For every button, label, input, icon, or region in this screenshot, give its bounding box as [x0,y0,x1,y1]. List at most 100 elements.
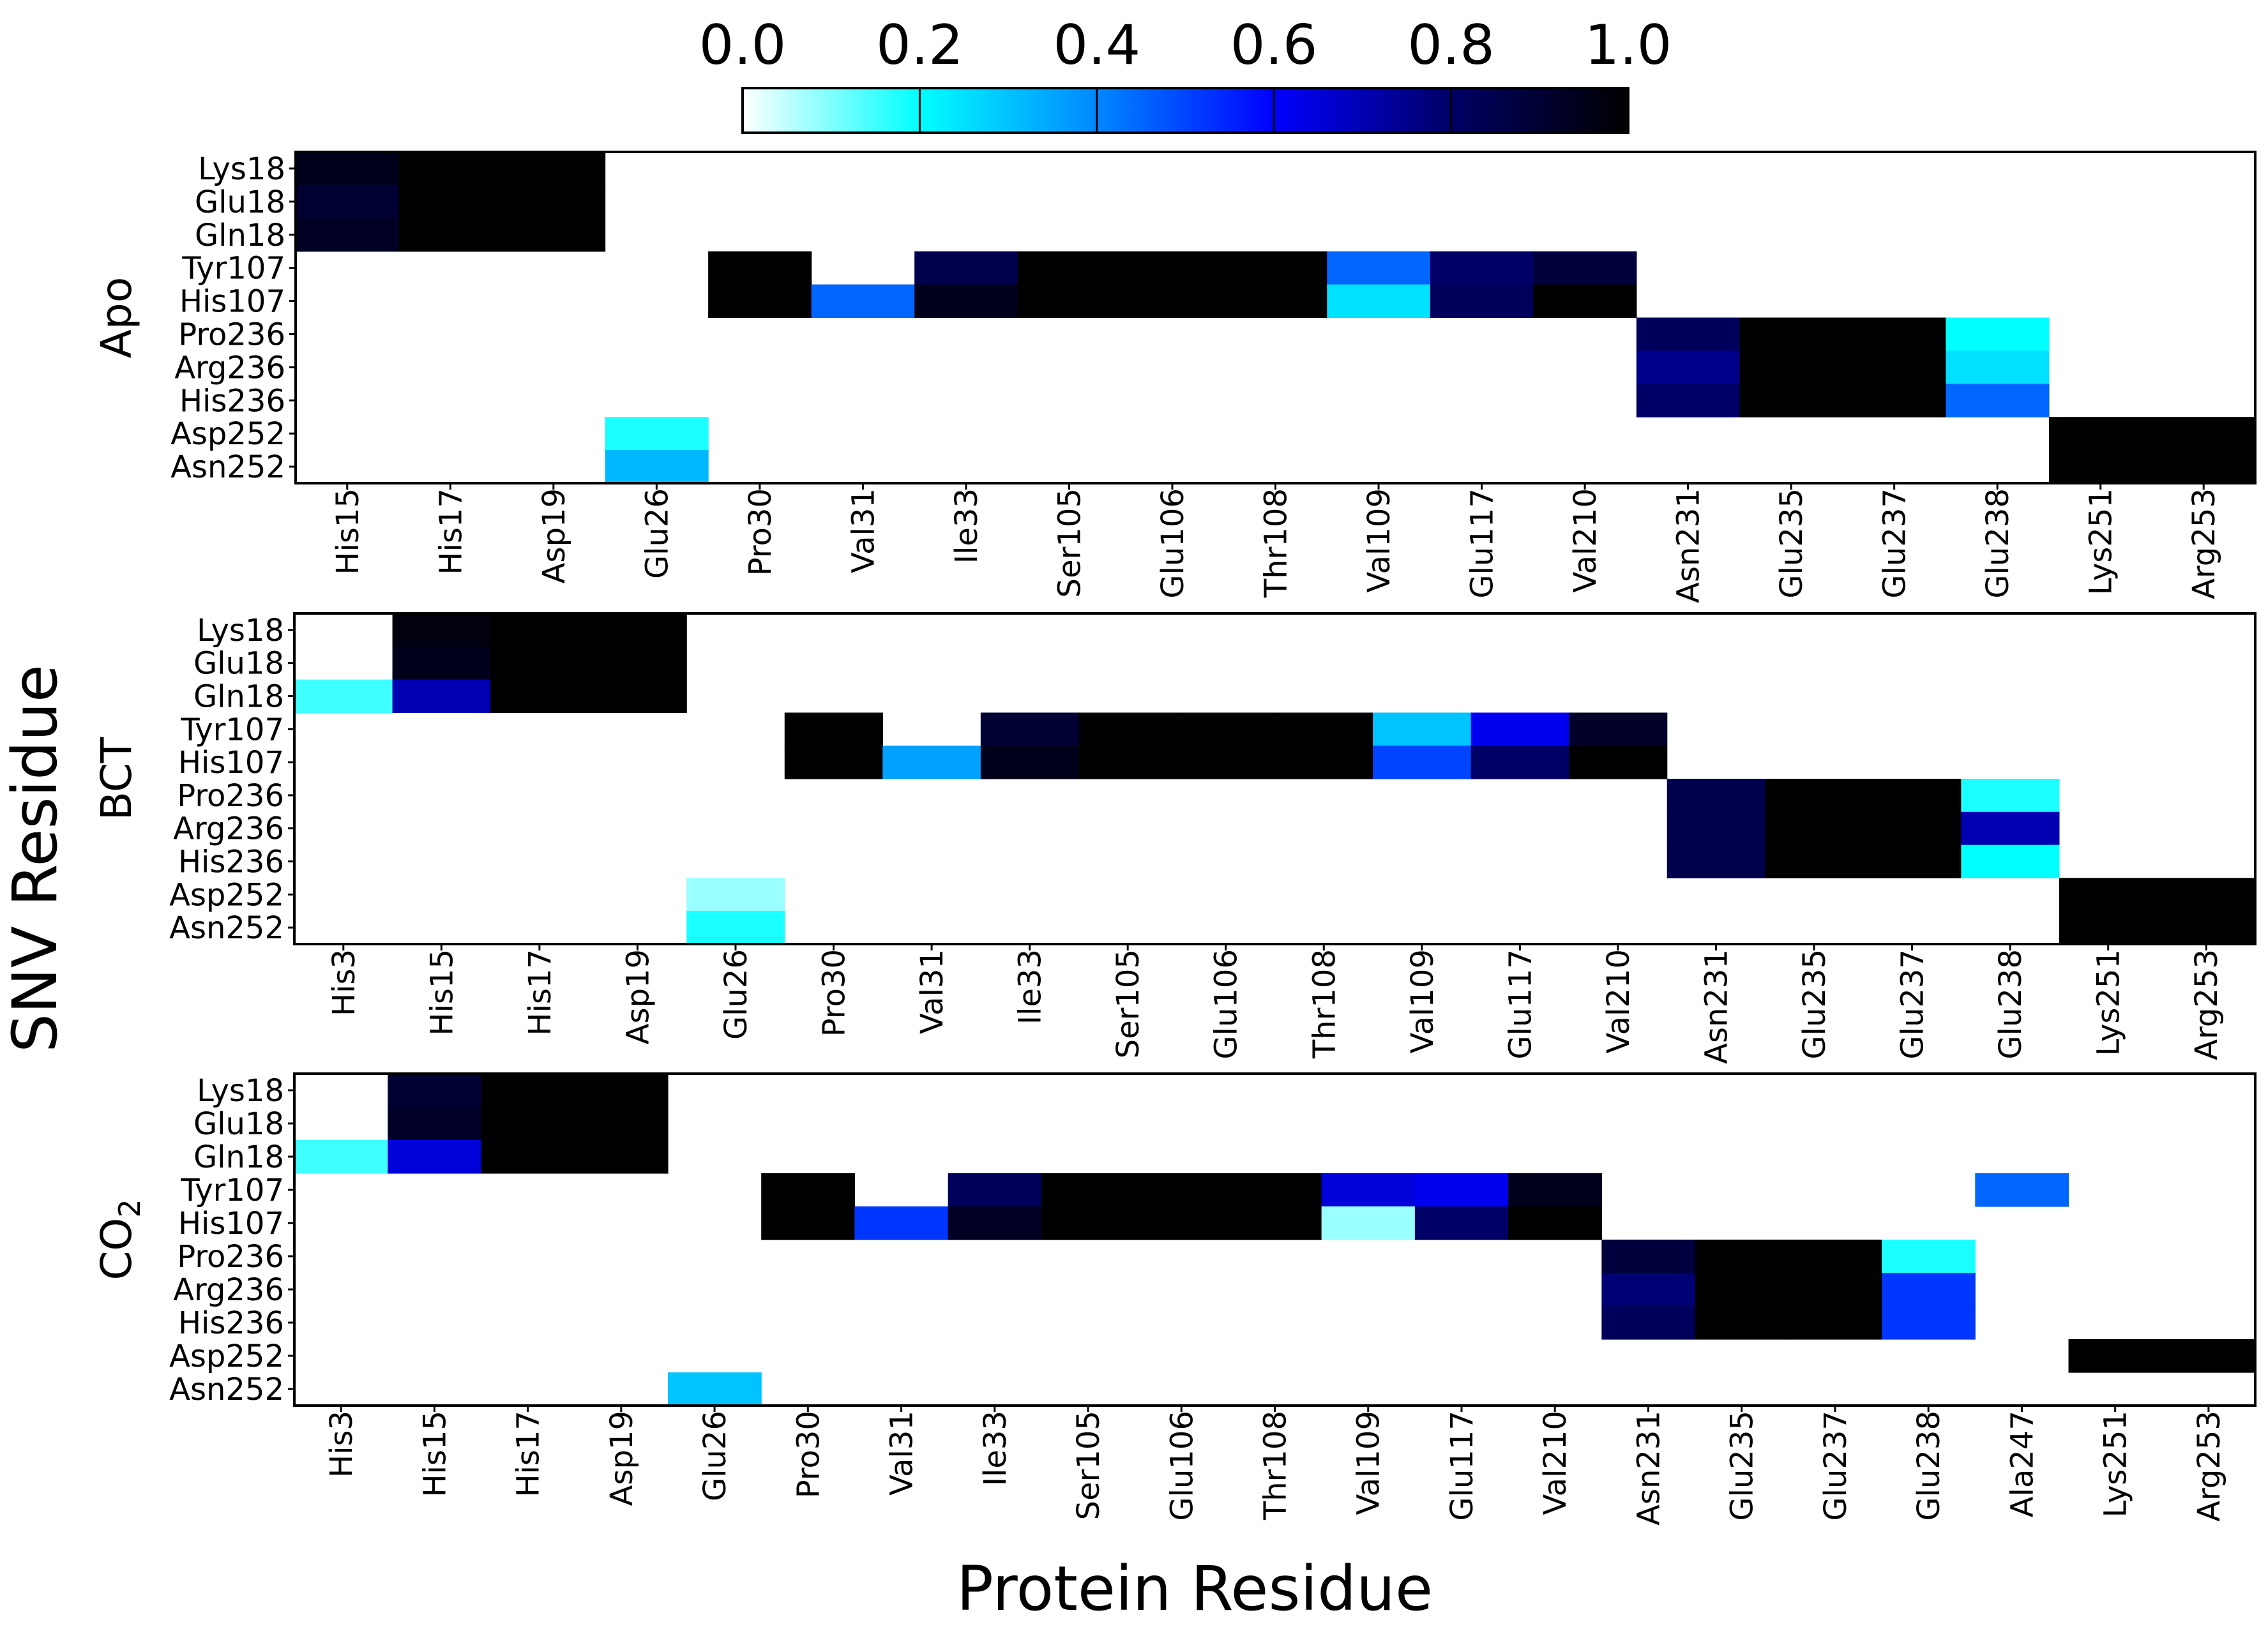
heatmap-cell [980,746,1079,779]
heatmap-cell [1695,1273,1789,1307]
x-tick-label: Arg253 [2191,1411,2227,1522]
x-tick-label: Thr108 [1259,488,1294,598]
y-tick-label: Glu18 [195,184,285,220]
y-tick-label: Asp252 [170,416,285,452]
heatmap-cell [605,417,709,451]
x-tick-label: Asp19 [604,1411,640,1506]
x-axis-title: Protein Residue [956,1553,1433,1625]
heatmap-cell [574,1074,669,1107]
x-tick-label: Ser105 [1110,949,1146,1058]
x-tick-label: Glu235 [1797,949,1833,1060]
y-tick-label: Gln18 [195,218,285,253]
x-tick-label: Ile33 [978,1411,1013,1486]
heatmap-cell [398,218,503,252]
x-tick-label: His17 [433,488,469,575]
heatmap-cell [574,1140,669,1174]
x-tick-label: His17 [511,1411,547,1498]
y-tick-label: His236 [178,1305,284,1341]
y-tick-label: His107 [178,745,284,781]
heatmap-cell [2048,417,2153,451]
heatmap-cell [1946,317,2050,351]
heatmap-cell [1508,1173,1602,1207]
y-tick-label: His236 [178,845,284,880]
heatmap-cell [686,878,785,912]
x-tick-label: Val210 [1601,949,1637,1053]
x-tick-label: Lys251 [2091,949,2127,1056]
heatmap-cell [1414,1206,1509,1240]
y-tick-label: Asn252 [169,910,284,946]
heatmap-cell [1223,251,1327,285]
heatmap-cell [686,911,785,945]
x-tick-label: Glu235 [1774,488,1810,599]
panel-label-subscript: 2 [112,1199,147,1217]
heatmap-cell [605,450,709,484]
y-tick-label: Gln18 [193,1139,284,1175]
heatmap-cell [1863,845,1962,878]
heatmap-cell [481,1107,575,1141]
x-tick-label: Asn231 [1671,488,1707,603]
panel-frame [293,612,2257,945]
y-tick-label: Tyr107 [181,251,285,287]
heatmap-cell [1765,845,1864,878]
x-tick-label: Val109 [1351,1411,1387,1515]
x-tick-label: Asp19 [536,488,572,583]
heatmap-cell [1176,746,1276,779]
heatmap-cell [1961,779,2060,813]
heatmap-cell [1533,251,1637,285]
y-tick-label: Lys18 [197,613,284,649]
heatmap-cell [1765,779,1864,813]
x-tick-label: Glu237 [1818,1411,1854,1521]
heatmap-cell [1765,811,1864,846]
x-tick-label: His15 [330,488,366,575]
heatmap-cell [2068,1339,2163,1373]
heatmap-cell [2059,911,2158,945]
x-tick-label: Ser105 [1052,488,1087,597]
x-tick-label: Pro30 [817,949,852,1037]
heatmap-cell [1041,1206,1135,1240]
x-tick-label: Val31 [884,1411,920,1496]
x-tick-label: Val31 [914,949,950,1034]
heatmap-cell [1961,845,2060,878]
x-tick-label: Val210 [1538,1411,1573,1515]
y-tick-label: Asn252 [169,1372,284,1408]
heatmap-cell [761,1173,856,1207]
x-tick-label: Thr108 [1258,1411,1294,1520]
heatmap-cell [490,613,589,647]
x-tick-label: Glu117 [1465,488,1501,599]
y-tick-label: Asp252 [169,1339,284,1374]
heatmap-cell [1601,1273,1696,1307]
y-tick-label: Arg236 [173,811,284,847]
x-tick-label: Arg253 [2186,488,2222,599]
y-tick-label: Tyr107 [180,1173,284,1208]
x-tick-label: Glu237 [1877,488,1913,599]
colorbar-tick-label: 0.8 [1407,13,1495,77]
x-tick-label: Glu237 [1895,949,1931,1060]
colorbar-tick-label: 0.4 [1053,13,1140,77]
panel-2: Lys18Glu18Gln18Tyr107His107Pro236Arg236H… [92,612,2257,1064]
heatmap-cell [1842,317,1947,351]
x-tick-label: Thr108 [1306,949,1342,1059]
heatmap-cell [2152,450,2256,484]
heatmap-cell [481,1074,575,1107]
heatmap-cell [1882,1306,1976,1340]
x-tick-label: Asn231 [1631,1411,1667,1526]
heatmap-cell [502,218,606,252]
heatmap-cell [1041,1173,1135,1207]
heatmap-cell [1569,712,1668,746]
panel-label: Apo [92,277,141,358]
heatmap-cell [1135,1206,1228,1240]
y-tick-label: Arg236 [173,1272,284,1308]
x-tick-label: Glu26 [697,1411,733,1501]
y-tick-label: Tyr107 [180,712,284,747]
heatmap-cell [1321,1206,1416,1240]
heatmap-cell [948,1173,1042,1207]
heatmap-cell [388,1107,482,1141]
heatmap-cell [708,251,812,285]
x-tick-label: Glu26 [718,949,754,1040]
x-tick-label: Glu106 [1209,949,1244,1060]
x-tick-label: His15 [424,949,460,1036]
x-tick-label: Glu106 [1164,1411,1200,1521]
heatmap-cell [1975,1173,2069,1207]
heatmap-cell [392,679,491,713]
heatmap-cell [392,613,491,647]
